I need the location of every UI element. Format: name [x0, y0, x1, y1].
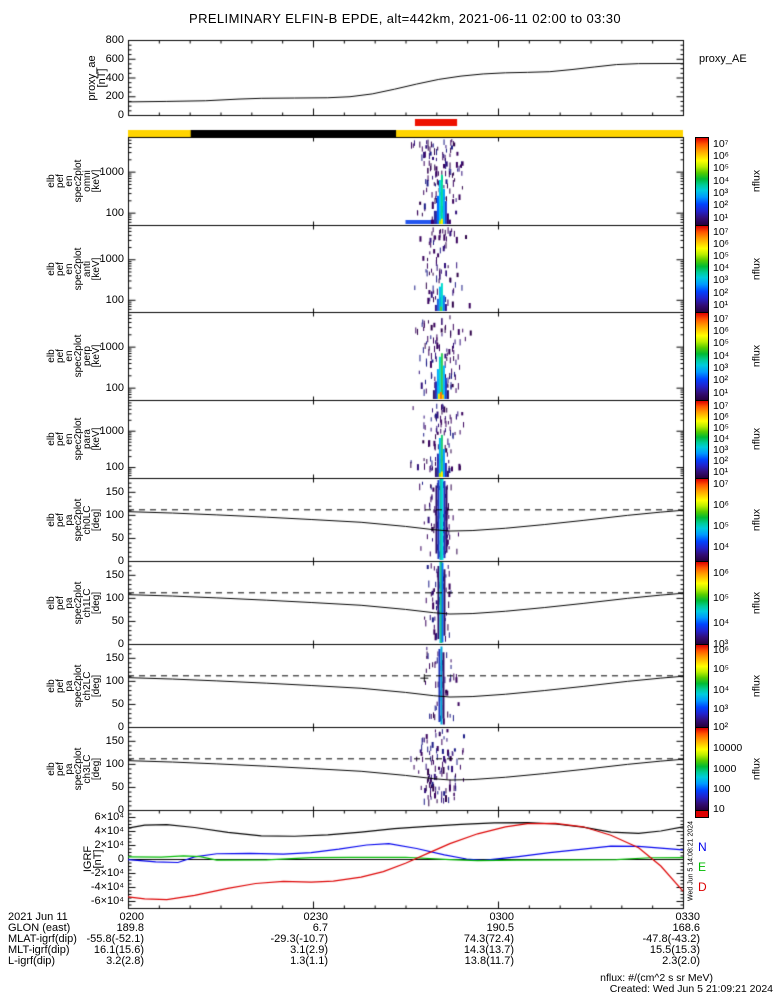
created-vertical-timestamp: Wed Jun 5 14:08:21 2024: [687, 820, 695, 902]
proxy-ae-series-label: proxy_AE: [699, 53, 747, 65]
page-title: PRELIMINARY ELFIN-B EPDE, alt=442km, 202…: [189, 11, 621, 26]
created-timestamp: Created: Wed Jun 5 21:09:21 2024: [609, 983, 773, 995]
nflux-units-note: nflux: #/(cm^2 s sr MeV): [600, 972, 713, 984]
